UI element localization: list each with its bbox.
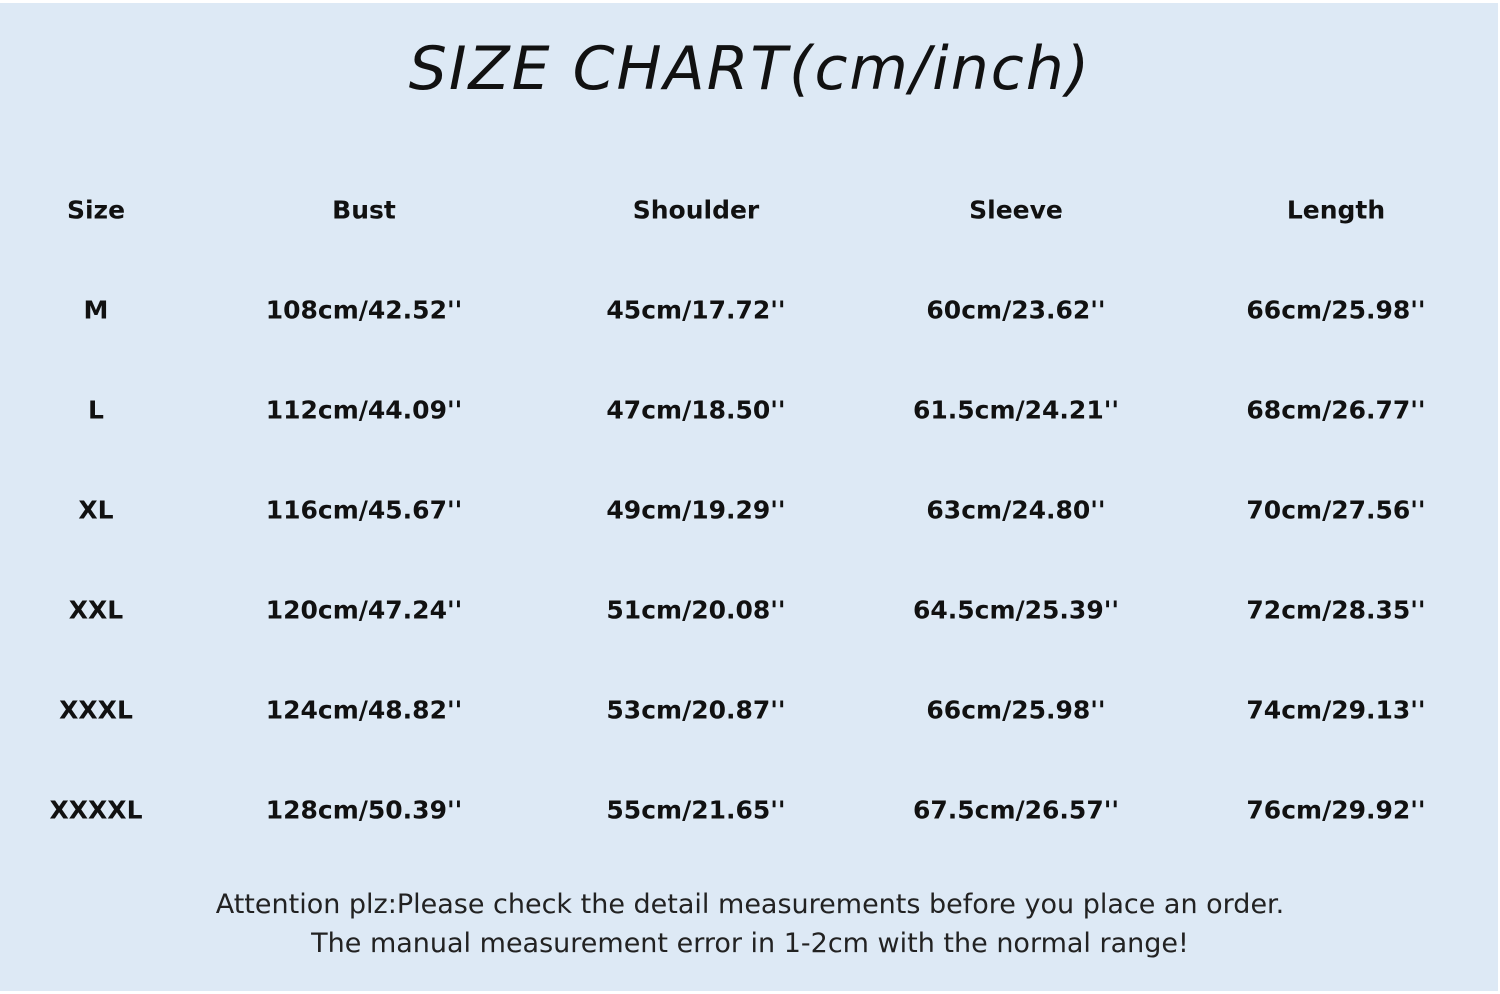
column-header-size: Size	[66, 195, 126, 225]
size-label: XXL	[68, 595, 124, 625]
table-cell-sleeve: 61.5cm/24.21''	[912, 395, 1120, 425]
size-label: M	[83, 295, 109, 325]
table-cell-sleeve: 60cm/23.62''	[926, 295, 1106, 325]
table-cell-length: 68cm/26.77''	[1246, 395, 1426, 425]
table-cell-length: 74cm/29.13''	[1246, 695, 1426, 725]
column-header-sleeve: Sleeve	[969, 195, 1063, 225]
table-cell-sleeve: 64.5cm/25.39''	[912, 595, 1120, 625]
table-cell-bust: 128cm/50.39''	[265, 795, 463, 825]
table-cell-shoulder: 47cm/18.50''	[606, 395, 786, 425]
table-cell-shoulder: 55cm/21.65''	[606, 795, 786, 825]
table-cell-length: 76cm/29.92''	[1246, 795, 1426, 825]
table-cell-bust: 112cm/44.09''	[265, 395, 463, 425]
size-label: XXXL	[59, 695, 133, 725]
column-header-bust: Bust	[332, 195, 396, 225]
table-cell-shoulder: 49cm/19.29''	[606, 495, 786, 525]
table-cell-bust: 120cm/47.24''	[265, 595, 463, 625]
table-cell-shoulder: 53cm/20.87''	[606, 695, 786, 725]
chart-title: SIZE CHART(cm/inch)	[408, 34, 1092, 104]
table-cell-shoulder: 45cm/17.72''	[606, 295, 786, 325]
size-chart-panel	[0, 3, 1498, 991]
table-cell-sleeve: 67.5cm/26.57''	[912, 795, 1120, 825]
column-header-shoulder: Shoulder	[632, 195, 760, 225]
table-cell-sleeve: 63cm/24.80''	[926, 495, 1106, 525]
table-cell-bust: 108cm/42.52''	[265, 295, 463, 325]
table-cell-length: 70cm/27.56''	[1246, 495, 1426, 525]
column-header-length: Length	[1286, 195, 1386, 225]
table-cell-length: 66cm/25.98''	[1246, 295, 1426, 325]
size-label: L	[88, 395, 104, 425]
footer-note: The manual measurement error in 1-2cm wi…	[311, 928, 1189, 959]
table-cell-shoulder: 51cm/20.08''	[606, 595, 786, 625]
table-cell-sleeve: 66cm/25.98''	[926, 695, 1106, 725]
table-cell-bust: 124cm/48.82''	[265, 695, 463, 725]
table-cell-length: 72cm/28.35''	[1246, 595, 1426, 625]
table-cell-bust: 116cm/45.67''	[265, 495, 463, 525]
size-label: XXXXL	[49, 795, 143, 825]
size-label: XL	[78, 495, 114, 525]
footer-attention: Attention plz:Please check the detail me…	[215, 889, 1285, 920]
